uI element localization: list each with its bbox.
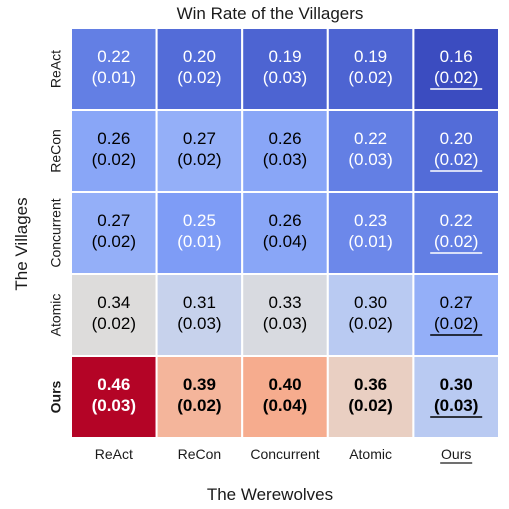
y-tick-label: Ours — [48, 380, 64, 413]
y-tick-label: Atomic — [48, 294, 64, 337]
heatmap-cell — [155, 191, 244, 275]
heatmap-cell — [155, 27, 244, 111]
cell-value-label: 0.27 — [183, 129, 216, 148]
cell-std-label: (0.02) — [434, 150, 478, 169]
heatmap-cell — [155, 355, 244, 439]
cell-value-label: 0.19 — [268, 47, 301, 66]
cell-std-label: (0.03) — [263, 150, 307, 169]
heatmap-cell — [412, 355, 500, 439]
cell-value-label: 0.36 — [354, 375, 387, 394]
cell-value-label: 0.25 — [183, 211, 216, 230]
cell-std-label: (0.02) — [92, 232, 136, 251]
cell-value-label: 0.20 — [183, 47, 216, 66]
cell-std-label: (0.02) — [177, 396, 221, 415]
cell-value-label: 0.19 — [354, 47, 387, 66]
heatmap-cell — [326, 191, 415, 275]
x-tick-label: ReCon — [178, 446, 222, 462]
cell-value-label: 0.22 — [354, 129, 387, 148]
chart-title: Win Rate of the Villagers — [177, 4, 364, 23]
cell-std-label: (0.01) — [92, 68, 136, 87]
cell-value-label: 0.27 — [440, 293, 473, 312]
cell-std-label: (0.02) — [434, 232, 478, 251]
heatmap-cell — [70, 27, 158, 111]
cell-std-label: (0.04) — [263, 396, 307, 415]
cell-std-label: (0.02) — [348, 68, 392, 87]
y-tick-labels: ReAct ReCon Concurrent Atomic Ours — [48, 50, 64, 414]
cell-std-label: (0.03) — [263, 314, 307, 333]
cell-std-label: (0.01) — [177, 232, 221, 251]
cell-value-label: 0.23 — [354, 211, 387, 230]
cell-std-label: (0.02) — [92, 150, 136, 169]
cell-std-label: (0.03) — [92, 396, 136, 415]
cell-value-label: 0.31 — [183, 293, 216, 312]
cell-std-label: (0.03) — [434, 396, 478, 415]
cell-std-label: (0.03) — [177, 314, 221, 333]
cell-value-label: 0.33 — [268, 293, 301, 312]
heatmap-cell — [412, 109, 500, 193]
cell-value-label: 0.26 — [268, 129, 301, 148]
x-tick-labels: ReAct ReCon Concurrent Atomic Ours — [95, 446, 473, 464]
cell-std-label: (0.02) — [434, 314, 478, 333]
heatmap-cell — [70, 355, 158, 439]
x-tick-label: Ours — [441, 446, 471, 462]
x-tick-label: ReAct — [95, 446, 133, 462]
heatmap-cell — [70, 273, 158, 357]
heatmap-cells — [70, 27, 500, 439]
cell-std-label: (0.02) — [92, 314, 136, 333]
cell-std-label: (0.02) — [177, 68, 221, 87]
cell-std-label: (0.02) — [177, 150, 221, 169]
y-tick-label: ReCon — [48, 129, 64, 173]
cell-value-label: 0.20 — [440, 129, 473, 148]
heatmap-cell-labels: 0.22 (0.01) 0.20 (0.02) 0.19 (0.03) 0.19 (0.02)… — [92, 47, 483, 418]
cell-value-label: 0.27 — [97, 211, 130, 230]
heatmap-cell — [241, 109, 329, 193]
cell-std-label: (0.02) — [434, 68, 478, 87]
cell-value-label: 0.34 — [97, 293, 130, 312]
heatmap-cell — [326, 273, 415, 357]
cell-value-label: 0.26 — [97, 129, 130, 148]
cell-value-label: 0.30 — [354, 293, 387, 312]
x-tick-label: Concurrent — [250, 446, 319, 462]
x-tick-label: Atomic — [349, 446, 392, 462]
heatmap-cell — [155, 273, 244, 357]
cell-value-label: 0.46 — [97, 375, 130, 394]
heatmap-cell — [412, 273, 500, 357]
cell-std-label: (0.02) — [348, 314, 392, 333]
heatmap-cell — [241, 273, 329, 357]
y-tick-label: Concurrent — [48, 198, 64, 267]
cell-std-label: (0.03) — [263, 68, 307, 87]
heatmap-cell — [241, 355, 329, 439]
y-axis-label: The Villages — [12, 197, 31, 290]
cell-value-label: 0.39 — [183, 375, 216, 394]
y-tick-label: ReAct — [48, 50, 64, 88]
heatmap-cell — [70, 109, 158, 193]
cell-std-label: (0.01) — [348, 232, 392, 251]
cell-value-label: 0.30 — [440, 375, 473, 394]
cell-value-label: 0.16 — [440, 47, 473, 66]
cell-value-label: 0.22 — [440, 211, 473, 230]
cell-std-label: (0.04) — [263, 232, 307, 251]
cell-value-label: 0.40 — [268, 375, 301, 394]
cell-value-label: 0.26 — [268, 211, 301, 230]
x-axis-label: The Werewolves — [207, 485, 333, 504]
cell-value-label: 0.22 — [97, 47, 130, 66]
cell-std-label: (0.03) — [348, 150, 392, 169]
cell-std-label: (0.02) — [348, 396, 392, 415]
